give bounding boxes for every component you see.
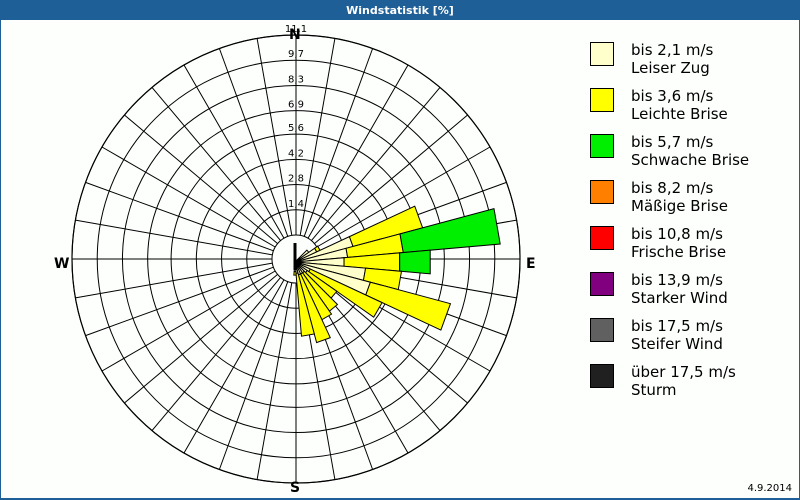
legend-name: Leiser Zug	[631, 59, 710, 77]
swatch-schwache-brise	[590, 134, 614, 158]
compass-west: W	[54, 256, 70, 272]
svg-text:2,8: 2,8	[288, 174, 304, 185]
swatch-leichte-brise	[590, 88, 614, 112]
swatch-maessige-brise	[590, 180, 614, 204]
compass-north: N	[289, 27, 301, 43]
swatch-starker-wind	[590, 272, 614, 296]
legend-name: Schwache Brise	[631, 151, 750, 169]
swatch-steifer-wind	[590, 318, 614, 342]
rose-bars	[293, 205, 501, 344]
frame-left	[0, 20, 1, 500]
legend-name: Frische Brise	[631, 243, 727, 261]
legend-range: über 17,5 m/s	[631, 363, 736, 381]
swatch-frische-brise	[590, 226, 614, 250]
legend-name: Steifer Wind	[631, 335, 723, 353]
window-title: Windstatistik [%]	[0, 0, 800, 20]
legend-range: bis 13,9 m/s	[631, 271, 723, 289]
ring-labels: 1,4 2,8 4,2 5,6 6,9 8,3 9,7 11,1	[285, 24, 307, 210]
compass-east: E	[526, 256, 536, 272]
legend-range: bis 5,7 m/s	[631, 133, 714, 151]
svg-text:1,4: 1,4	[288, 199, 304, 210]
legend-name: Leichte Brise	[631, 105, 728, 123]
legend-name: Starker Wind	[631, 289, 728, 307]
svg-text:9,7: 9,7	[288, 49, 304, 60]
svg-text:8,3: 8,3	[288, 74, 304, 85]
swatch-sturm	[590, 364, 614, 388]
swatch-leiser-zug	[590, 42, 614, 66]
svg-text:5,6: 5,6	[288, 123, 304, 134]
legend-range: bis 2,1 m/s	[631, 41, 714, 59]
legend-name: Mäßige Brise	[631, 197, 728, 215]
date-label: 4.9.2014	[747, 483, 792, 494]
compass-south: S	[290, 480, 301, 496]
svg-text:6,9: 6,9	[288, 100, 304, 111]
legend-range: bis 8,2 m/s	[631, 179, 714, 197]
svg-text:11,1: 11,1	[285, 24, 307, 35]
legend-range: bis 17,5 m/s	[631, 317, 723, 335]
svg-text:4,2: 4,2	[288, 148, 304, 159]
legend-range: bis 10,8 m/s	[631, 225, 723, 243]
frame-bottom	[0, 498, 800, 500]
legend-range: bis 3,6 m/s	[631, 87, 714, 105]
legend-name: Sturm	[631, 381, 677, 399]
